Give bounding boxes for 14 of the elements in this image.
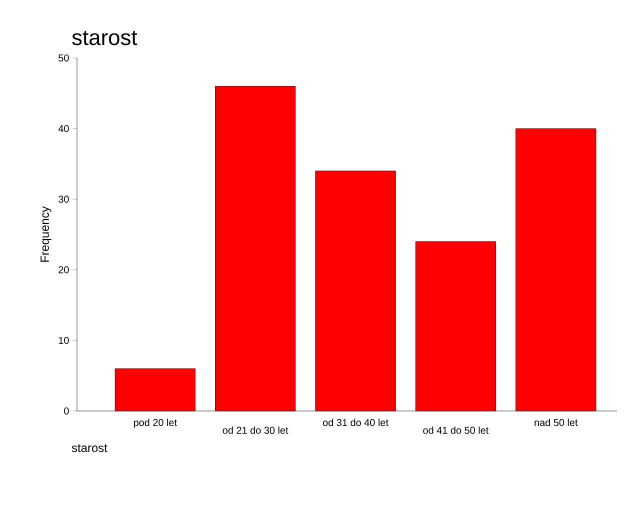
x-axis-title: starost xyxy=(72,444,108,452)
y-tick-label: 20 xyxy=(58,266,69,274)
chart-title: starost xyxy=(72,30,138,46)
y-tick-label: 50 xyxy=(58,54,69,62)
y-axis-title: Frequency xyxy=(40,206,52,262)
y-tick-label: 30 xyxy=(58,196,69,203)
y-tick-label: 0 xyxy=(64,407,69,415)
x-tick-label: pod 20 let xyxy=(134,418,177,428)
x-tick-label: od 31 do 40 let xyxy=(322,418,388,426)
y-tick-label: 40 xyxy=(58,125,69,132)
y-tick-label: 10 xyxy=(58,336,69,344)
x-tick-label: od 21 do 30 let xyxy=(222,426,288,434)
x-tick-label: od 41 do 50 let xyxy=(423,426,489,434)
x-tick-label: nad 50 let xyxy=(534,418,578,426)
